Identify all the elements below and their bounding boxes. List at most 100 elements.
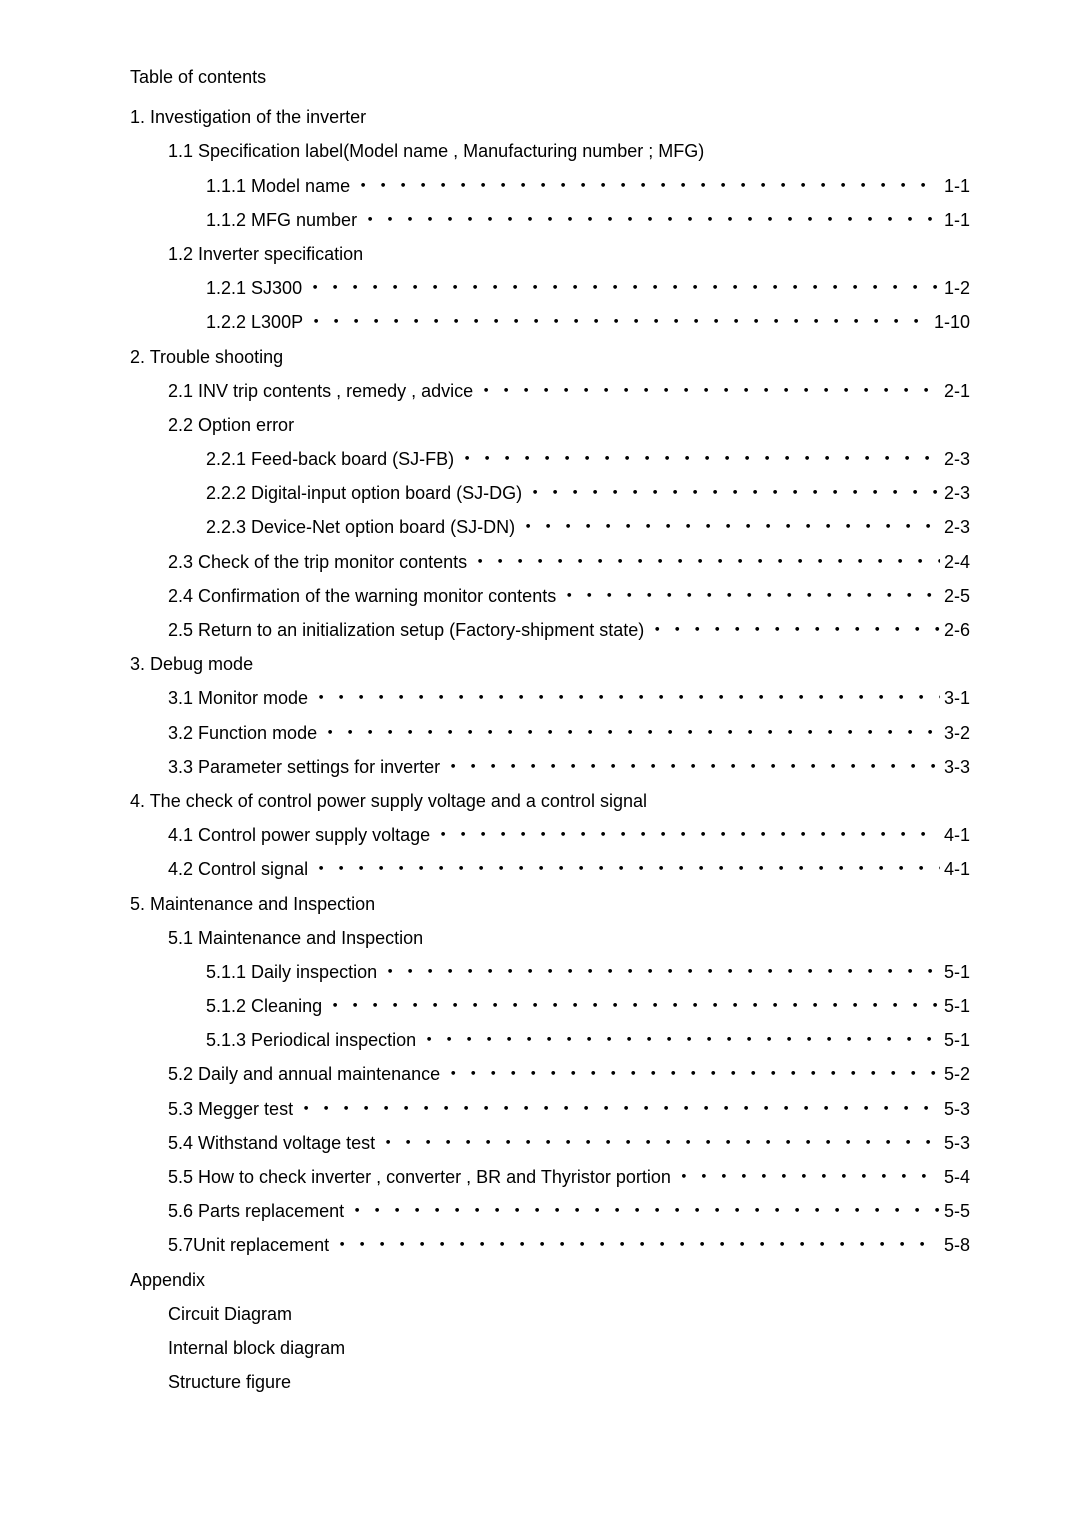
toc-entry: 5.6 Parts replacement・・・・・・・・・・・・・・・・・・・… — [130, 1194, 970, 1228]
toc-entry: 1.2 Inverter specification — [130, 237, 970, 271]
toc-entry: 3.1 Monitor mode・・・・・・・・・・・・・・・・・・・・・・・・… — [130, 681, 970, 715]
toc-entry-page: 1-1 — [940, 169, 970, 203]
toc-entry-leader: ・・・・・・・・・・・・・・・・・・・・・・・・・・・・・・・・・・・・・・・・… — [377, 955, 940, 989]
toc-entry: 5.4 Withstand voltage test・・・・・・・・・・・・・・… — [130, 1126, 970, 1160]
section-heading: 3. Debug mode — [130, 647, 970, 681]
toc-entry-page: 2-1 — [940, 374, 970, 408]
toc-entry-leader: ・・・・・・・・・・・・・・・・・・・・・・・・・・・・・・・・・・・・・・・・… — [671, 1160, 940, 1194]
toc-entry-page: 5-8 — [940, 1228, 970, 1262]
toc-entry: 5.3 Megger test・・・・・・・・・・・・・・・・・・・・・・・・・… — [130, 1092, 970, 1126]
toc-entry: 2.2.1 Feed-back board (SJ-FB)・・・・・・・・・・・… — [130, 442, 970, 476]
toc-entry: 2.2 Option error — [130, 408, 970, 442]
toc-entry-page: 3-2 — [940, 716, 970, 750]
toc-entry: 2.4 Confirmation of the warning monitor … — [130, 579, 970, 613]
toc-entry-page: 2-3 — [940, 510, 970, 544]
toc-entry: 5.1.3 Periodical inspection ・・・・・・・・・・・・… — [130, 1023, 970, 1057]
toc-entry: 1.1 Specification label(Model name , Man… — [130, 134, 970, 168]
toc-entry-page: 2-3 — [940, 442, 970, 476]
toc-entry-page: 1-2 — [940, 271, 970, 305]
toc-entry-label: 5.1.2 Cleaning — [206, 989, 322, 1023]
toc-entry-label: 5.6 Parts replacement — [168, 1194, 344, 1228]
toc-entry-leader: ・・・・・・・・・・・・・・・・・・・・・・・・・・・・・・・・・・・・・・・・… — [416, 1023, 940, 1057]
toc-entry-label: 4.2 Control signal — [168, 852, 308, 886]
toc-entry-leader: ・・・・・・・・・・・・・・・・・・・・・・・・・・・・・・・・・・・・・・・・… — [322, 989, 940, 1023]
toc-entry-page: 4-1 — [940, 818, 970, 852]
toc-entry-label: 3.3 Parameter settings for inverter — [168, 750, 440, 784]
toc-entry-label: 3.2 Function mode — [168, 716, 317, 750]
section-heading: 4. The check of control power supply vol… — [130, 784, 970, 818]
toc-entry-page: 5-3 — [940, 1092, 970, 1126]
toc-entry-page: 2-5 — [940, 579, 970, 613]
toc-entry-page: 2-6 — [940, 613, 970, 647]
toc-entry-page: 2-4 — [940, 545, 970, 579]
toc-entry: 5.2 Daily and annual maintenance・・・・・・・・… — [130, 1057, 970, 1091]
section-heading: 1. Investigation of the inverter — [130, 100, 970, 134]
toc-entry-label: 2.1 INV trip contents , remedy , advice — [168, 374, 473, 408]
toc-entry: 4.1 Control power supply voltage・・・・・・・・… — [130, 818, 970, 852]
toc-entry: 3.3 Parameter settings for inverter・・・・・… — [130, 750, 970, 784]
toc-entry: Structure figure — [130, 1365, 970, 1399]
toc-entry-page: 5-1 — [940, 989, 970, 1023]
toc-entry: Internal block diagram — [130, 1331, 970, 1365]
toc-entry: 1.1.1 Model name・・・・・・・・・・・・・・・・・・・・・・・・… — [130, 169, 970, 203]
toc-entry-leader: ・・・・・・・・・・・・・・・・・・・・・・・・・・・・・・・・・・・・・・・・… — [467, 545, 940, 579]
toc-entry-label: 1.2.1 SJ300 — [206, 271, 302, 305]
toc-entry-label: 5.4 Withstand voltage test — [168, 1126, 375, 1160]
toc-entry-leader: ・・・・・・・・・・・・・・・・・・・・・・・・・・・・・・・・・・・・・・・・… — [293, 1092, 940, 1126]
toc-entry-page: 1-10 — [930, 305, 970, 339]
toc-entry: 2.2.2 Digital-input option board (SJ-DG)… — [130, 476, 970, 510]
toc-entry-page: 3-3 — [940, 750, 970, 784]
toc-entry: 2.3 Check of the trip monitor contents・・… — [130, 545, 970, 579]
toc-entry-leader: ・・・・・・・・・・・・・・・・・・・・・・・・・・・・・・・・・・・・・・・・… — [329, 1228, 940, 1262]
toc-entry-leader: ・・・・・・・・・・・・・・・・・・・・・・・・・・・・・・・・・・・・・・・・… — [302, 271, 940, 305]
toc-entry-label: 2.4 Confirmation of the warning monitor … — [168, 579, 556, 613]
section-heading: Appendix — [130, 1263, 970, 1297]
toc-entry: 4.2 Control signal・・・・・・・・・・・・・・・・・・・・・・… — [130, 852, 970, 886]
toc-entry-page: 5-1 — [940, 955, 970, 989]
toc-entry-label: 5.3 Megger test — [168, 1092, 293, 1126]
toc-entry-leader: ・・・・・・・・・・・・・・・・・・・・・・・・・・・・・・・・・・・・・・・・… — [440, 1057, 940, 1091]
toc-entry-label: 2.2.2 Digital-input option board (SJ-DG) — [206, 476, 522, 510]
toc-body: 1. Investigation of the inverter1.1 Spec… — [130, 100, 970, 1399]
toc-entry-label: 5.7Unit replacement — [168, 1228, 329, 1262]
toc-entry: 5.1.1 Daily inspection・・・・・・・・・・・・・・・・・・… — [130, 955, 970, 989]
toc-entry: 5.1.2 Cleaning・・・・・・・・・・・・・・・・・・・・・・・・・・… — [130, 989, 970, 1023]
toc-entry-label: 5.2 Daily and annual maintenance — [168, 1057, 440, 1091]
section-heading: 2. Trouble shooting — [130, 340, 970, 374]
toc-entry-page: 5-5 — [940, 1194, 970, 1228]
toc-entry-label: 5.5 How to check inverter , converter , … — [168, 1160, 671, 1194]
toc-entry-leader: ・・・・・・・・・・・・・・・・・・・・・・・・・・・・・・・・・・・・・・・・… — [430, 818, 940, 852]
toc-entry: 2.1 INV trip contents , remedy , advice・… — [130, 374, 970, 408]
toc-entry-leader: ・・・・・・・・・・・・・・・・・・・・・・・・・・・・・・・・・・・・・・・・… — [454, 442, 940, 476]
toc-entry-label: 5.1.1 Daily inspection — [206, 955, 377, 989]
toc-title: Table of contents — [130, 60, 970, 94]
toc-entry-label: 3.1 Monitor mode — [168, 681, 308, 715]
page: Table of contents 1. Investigation of th… — [0, 0, 1080, 1525]
toc-entry-page: 1-1 — [940, 203, 970, 237]
toc-entry-page: 5-4 — [940, 1160, 970, 1194]
toc-entry-page: 5-3 — [940, 1126, 970, 1160]
toc-entry-leader: ・・・・・・・・・・・・・・・・・・・・・・・・・・・・・・・・・・・・・・・・… — [303, 305, 930, 339]
toc-entry-leader: ・・・・・・・・・・・・・・・・・・・・・・・・・・・・・・・・・・・・・・・・… — [556, 579, 940, 613]
toc-entry-label: 1.1.2 MFG number — [206, 203, 357, 237]
toc-entry-leader: ・・・・・・・・・・・・・・・・・・・・・・・・・・・・・・・・・・・・・・・・… — [357, 203, 940, 237]
section-heading: 5. Maintenance and Inspection — [130, 887, 970, 921]
toc-entry-leader: ・・・・・・・・・・・・・・・・・・・・・・・・・・・・・・・・・・・・・・・・… — [375, 1126, 940, 1160]
toc-entry-leader: ・・・・・・・・・・・・・・・・・・・・・・・・・・・・・・・・・・・・・・・・… — [522, 476, 940, 510]
toc-entry: 5.7Unit replacement・・・・・・・・・・・・・・・・・・・・・… — [130, 1228, 970, 1262]
toc-entry-leader: ・・・・・・・・・・・・・・・・・・・・・・・・・・・・・・・・・・・・・・・・… — [308, 681, 940, 715]
toc-entry-label: 1.1.1 Model name — [206, 169, 350, 203]
toc-entry-label: 4.1 Control power supply voltage — [168, 818, 430, 852]
toc-entry-label: 2.2.1 Feed-back board (SJ-FB) — [206, 442, 454, 476]
toc-entry-page: 4-1 — [940, 852, 970, 886]
toc-entry-leader: ・・・・・・・・・・・・・・・・・・・・・・・・・・・・・・・・・・・・・・・・… — [440, 750, 940, 784]
toc-entry-leader: ・・・・・・・・・・・・・・・・・・・・・・・・・・・・・・・・・・・・・・・・… — [308, 852, 940, 886]
toc-entry-leader: ・・・・・・・・・・・・・・・・・・・・・・・・・・・・・・・・・・・・・・・・… — [473, 374, 940, 408]
toc-entry-leader: ・・・・・・・・・・・・・・・・・・・・・・・・・・・・・・・・・・・・・・・・… — [344, 1194, 940, 1228]
toc-entry-leader: ・・・・・・・・・・・・・・・・・・・・・・・・・・・・・・・・・・・・・・・・… — [644, 613, 940, 647]
toc-entry-page: 5-2 — [940, 1057, 970, 1091]
toc-entry-label: 2.5 Return to an initialization setup (F… — [168, 613, 644, 647]
toc-entry: 5.5 How to check inverter , converter , … — [130, 1160, 970, 1194]
toc-entry-page: 2-3 — [940, 476, 970, 510]
toc-entry: 2.5 Return to an initialization setup (F… — [130, 613, 970, 647]
